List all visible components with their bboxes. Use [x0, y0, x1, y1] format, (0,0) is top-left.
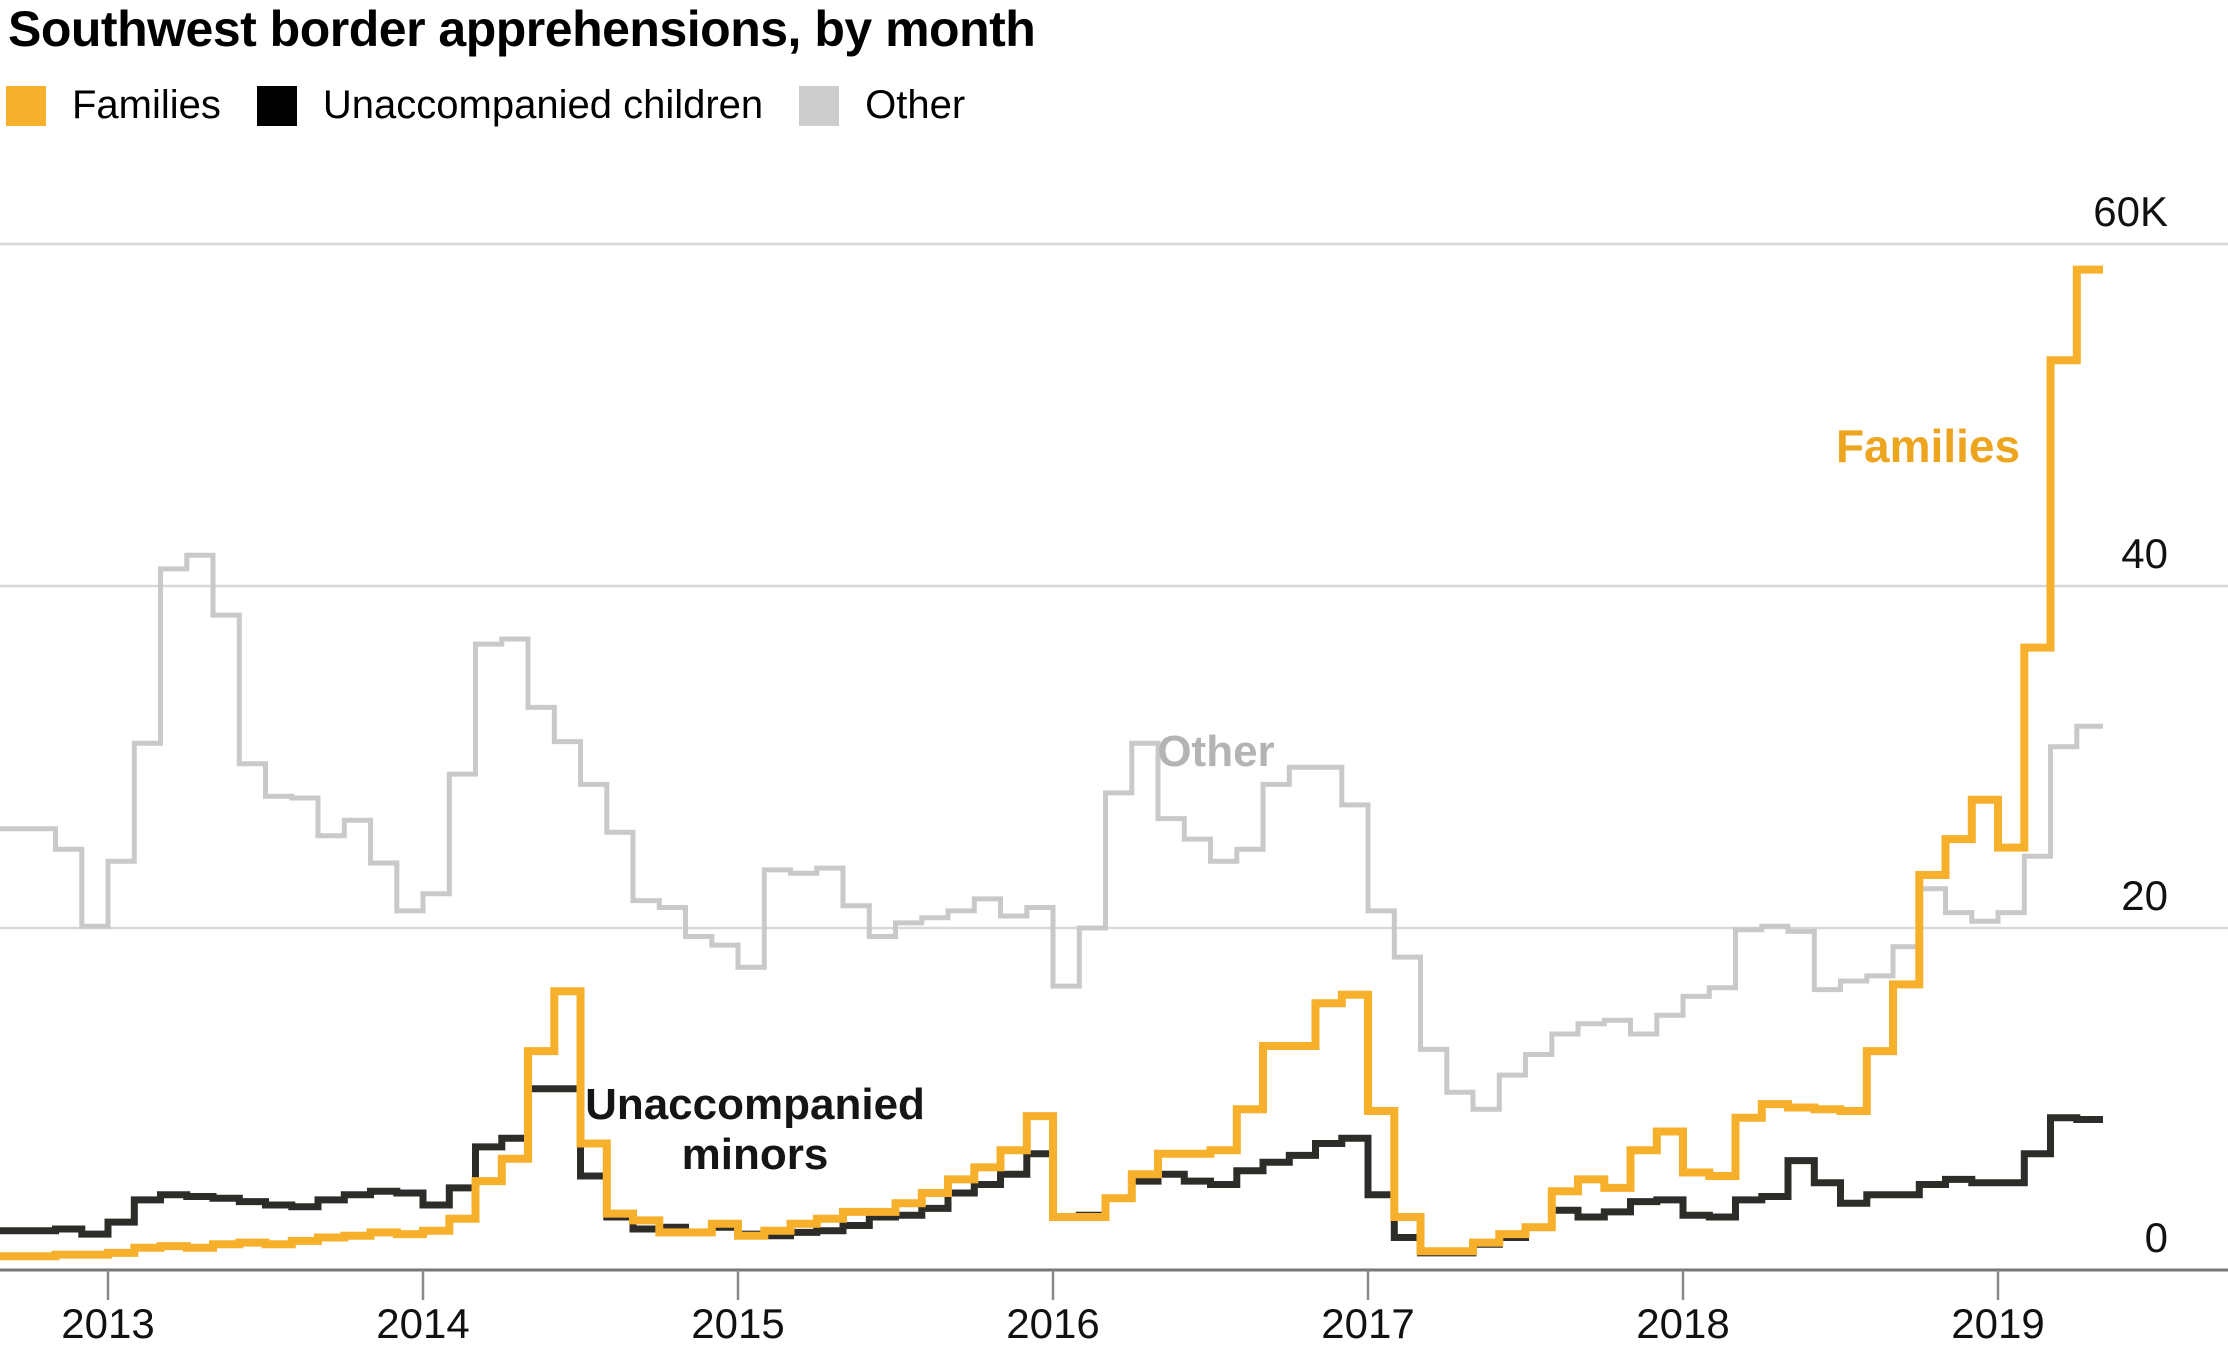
- x-label-2015: 2015: [691, 1300, 784, 1347]
- x-label-2019: 2019: [1951, 1300, 2044, 1347]
- legend-swatch-other: [799, 85, 840, 126]
- legend-label-other: Other: [865, 83, 966, 127]
- series-line-families: [0, 265, 2103, 1261]
- x-axis-ticks: 2013 2014 2015 2016 2017 2018 2019: [61, 1270, 2045, 1347]
- x-label-2018: 2018: [1636, 1300, 1729, 1347]
- annotation-unaccompanied-minors-line2: minors: [682, 1130, 829, 1179]
- y-label-20: 20: [2121, 872, 2168, 919]
- chart-title: Southwest border apprehensions, by month: [8, 1, 1036, 57]
- annotation-families: Families: [1836, 420, 2020, 472]
- legend-item-other: Other: [799, 83, 965, 128]
- x-label-2013: 2013: [61, 1300, 154, 1347]
- x-label-2014: 2014: [376, 1300, 469, 1347]
- legend: Families Unaccompanied children Other: [6, 83, 965, 128]
- annotation-other: Other: [1157, 727, 1274, 776]
- legend-label-unaccompanied-children: Unaccompanied children: [322, 83, 764, 127]
- legend-label-families: Families: [72, 83, 221, 127]
- y-label-40: 40: [2121, 530, 2168, 577]
- y-label-0: 0: [2145, 1214, 2168, 1261]
- y-label-60K: 60K: [2093, 188, 2168, 235]
- legend-item-unaccompanied-children: Unaccompanied children: [256, 83, 764, 128]
- x-label-2016: 2016: [1006, 1300, 1099, 1347]
- annotation-unaccompanied-minors-line1: Unaccompanied: [585, 1080, 925, 1129]
- x-label-2017: 2017: [1321, 1300, 1414, 1347]
- legend-swatch-unaccompanied-children: [256, 85, 297, 126]
- legend-swatch-families: [6, 85, 46, 126]
- gridlines: [0, 242, 2228, 1272]
- legend-item-families: Families: [6, 83, 221, 128]
- y-axis-labels: 60K 40 20 0: [2093, 188, 2168, 1261]
- series-line-other: [0, 552, 2103, 1112]
- series-lines: [0, 265, 2103, 1261]
